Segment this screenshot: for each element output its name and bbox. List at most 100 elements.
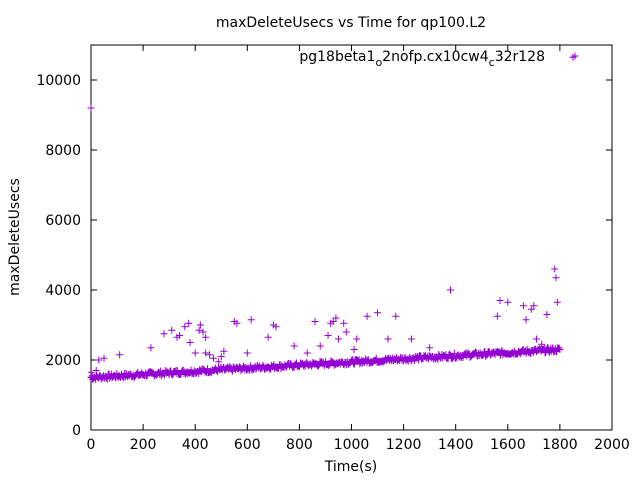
- data-point-outlier: [202, 349, 210, 357]
- data-point-outlier: [538, 340, 546, 348]
- data-point-outlier: [202, 333, 210, 341]
- data-point-outlier: [233, 319, 241, 327]
- data-point-outlier: [334, 335, 342, 343]
- data-point-outlier: [384, 335, 392, 343]
- data-point: [556, 346, 564, 354]
- data-point-outlier: [191, 349, 199, 357]
- legend-part-3: 2nofp.cx10cw4: [382, 49, 489, 65]
- data-point-outlier: [407, 335, 415, 343]
- data-point-outlier: [519, 302, 527, 310]
- data-point-outlier: [392, 312, 400, 320]
- data-point-outlier: [496, 297, 504, 304]
- data-point-outlier: [303, 349, 311, 357]
- legend-entry: pg18beta1o2nofp.cx10cw4c32r128: [299, 49, 545, 69]
- legend: pg18beta1o2nofp.cx10cw4c32r128: [299, 49, 579, 69]
- data-point-outlier: [199, 328, 207, 336]
- x-tick-label: 800: [286, 437, 313, 453]
- legend-part-5: 32r128: [495, 49, 545, 65]
- data-point: [350, 359, 358, 367]
- data-point-outlier: [209, 354, 217, 362]
- x-tick-label: 1800: [542, 437, 578, 453]
- data-point-outlier: [342, 328, 350, 336]
- y-tick-label: 8000: [45, 143, 81, 159]
- data-point-outlier: [147, 344, 155, 352]
- axis-ticks: 0 200 400 600 800 1000 1200 1400 1600 1800 2000 0 20…: [36, 45, 630, 453]
- data-point-outlier: [504, 298, 512, 306]
- y-tick-label: 6000: [45, 213, 81, 229]
- data-point-outlier: [186, 339, 194, 346]
- data-point-outlier: [168, 326, 176, 334]
- data-point-outlier: [215, 358, 223, 366]
- data-point-outlier: [87, 104, 95, 112]
- x-tick-label: 1400: [438, 437, 474, 453]
- data-point-outlier: [290, 342, 298, 350]
- data-point-outlier: [332, 314, 340, 322]
- data-point-outlier: [350, 346, 358, 353]
- x-tick-label: 1200: [386, 437, 422, 453]
- data-point-outlier: [543, 311, 551, 318]
- data-point-outlier: [493, 312, 501, 320]
- data-point-outlier: [100, 354, 108, 362]
- data-point-outlier: [552, 274, 560, 282]
- data-point-outlier: [311, 318, 319, 325]
- data-point-outlier: [116, 351, 124, 359]
- data-point: [555, 344, 563, 352]
- data-points: [87, 53, 577, 383]
- data-point-outlier: [264, 333, 272, 341]
- data-point-outlier: [353, 335, 361, 343]
- x-tick-label: 400: [182, 437, 209, 453]
- data-point-outlier: [247, 316, 255, 324]
- data-point-outlier: [551, 265, 559, 273]
- data-point-outlier: [243, 349, 251, 357]
- x-tick-label: 1600: [490, 437, 526, 453]
- x-tick-label: 600: [234, 437, 261, 453]
- y-tick-label: 2000: [45, 353, 81, 369]
- chart-title: maxDeleteUsecs vs Time for qp100.L2: [216, 15, 486, 31]
- legend-marker: [571, 52, 579, 60]
- y-axis-title: maxDeleteUsecs: [7, 178, 23, 296]
- x-tick-label: 1000: [334, 437, 370, 453]
- data-point-outlier: [316, 342, 324, 350]
- data-point-outlier: [220, 347, 228, 355]
- data-point-outlier: [553, 298, 561, 306]
- x-axis-title: Time(s): [324, 459, 377, 475]
- data-point-outlier: [374, 309, 382, 317]
- data-point-outlier: [92, 367, 100, 374]
- x-tick-label: 0: [87, 437, 96, 453]
- data-point-outlier: [530, 302, 538, 310]
- data-point-outlier: [195, 326, 203, 334]
- data-point-outlier: [160, 330, 168, 338]
- legend-part-4: c: [489, 56, 495, 69]
- data-point-outlier: [340, 319, 348, 327]
- data-point-outlier: [363, 312, 371, 320]
- data-point-outlier: [196, 321, 204, 329]
- data-point-outlier: [446, 286, 454, 294]
- data-point-outlier: [522, 316, 530, 324]
- data-point-outlier: [88, 372, 96, 380]
- legend-part-1: pg18beta1: [299, 49, 375, 65]
- data-point-outlier: [87, 368, 95, 376]
- data-point-outlier: [532, 335, 540, 343]
- y-tick-label: 4000: [45, 283, 81, 299]
- data-point-outlier: [181, 323, 189, 331]
- data-point: [328, 358, 336, 366]
- data-point-outlier: [185, 319, 193, 327]
- x-tick-label: 2000: [594, 437, 630, 453]
- data-point-outlier: [324, 332, 332, 339]
- data-point: [446, 350, 454, 358]
- data-point: [414, 356, 422, 364]
- x-tick-label: 200: [130, 437, 157, 453]
- legend-part-2: o: [375, 56, 382, 69]
- data-point-outlier: [176, 332, 184, 339]
- data-point-outlier: [426, 344, 434, 352]
- data-point: [482, 352, 490, 360]
- data-point-outlier: [95, 356, 103, 364]
- data-point: [187, 366, 195, 374]
- legend-marker-symbol: [571, 52, 579, 60]
- data-point: [142, 372, 150, 380]
- y-tick-label: 0: [72, 423, 81, 439]
- data-point-outlier: [206, 351, 214, 359]
- y-tick-label: 10000: [36, 73, 81, 89]
- data-point-outlier: [217, 353, 225, 360]
